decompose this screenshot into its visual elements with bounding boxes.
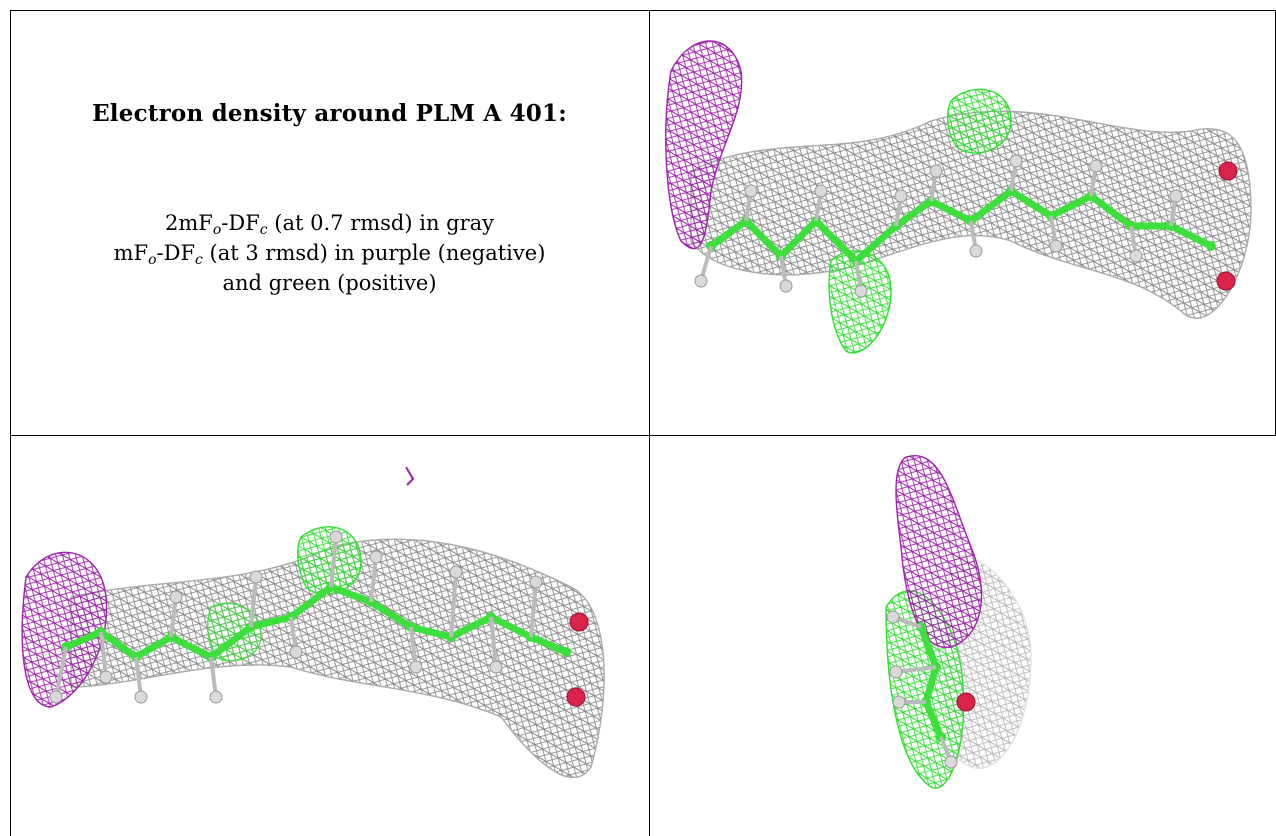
- hydrogen-atom: [694, 274, 708, 288]
- table-border-left: [10, 10, 11, 836]
- negative-mesh: [21, 551, 108, 708]
- hydrogen-atom: [929, 164, 943, 178]
- hydrogen-atom: [169, 590, 183, 604]
- oxygen-atom: [1218, 161, 1238, 181]
- legend-2fofc: 2mFo-DFc (at 0.7 rmsd) in gray: [164, 211, 495, 238]
- oxygen-atom: [566, 687, 586, 707]
- caption-cell: Electron density around PLM A 401: 2mFo-…: [10, 10, 649, 434]
- hydrogen-atom: [892, 695, 906, 709]
- h-bond: [409, 626, 418, 668]
- density-view-bottom-right: [651, 437, 1276, 835]
- oxygen-atom: [1216, 271, 1236, 291]
- carbon-atom: [1206, 241, 1216, 251]
- hydrogen-atom: [289, 645, 303, 659]
- hydrogen-atom: [409, 660, 423, 674]
- negative-mesh: [895, 455, 983, 648]
- h-bond: [169, 596, 178, 638]
- hydrogen-atom: [1129, 249, 1143, 263]
- hydrogen-atom: [1089, 159, 1103, 173]
- hydrogen-atom: [134, 690, 148, 704]
- h-bond: [489, 616, 498, 668]
- positive-mesh: [828, 250, 892, 354]
- density-image-3: [885, 455, 1032, 789]
- h-bond: [54, 646, 68, 698]
- table-border-center: [649, 10, 650, 836]
- carbon-chain: [62, 583, 570, 661]
- hydrogen-atom: [854, 284, 868, 298]
- hydrogen-atom: [99, 670, 113, 684]
- density-view-bottom-left: [11, 437, 648, 835]
- negative-mesh: [665, 40, 743, 250]
- carbon-chain: [707, 187, 1215, 265]
- hydrogen-atom: [894, 189, 908, 203]
- carbon-atom: [561, 647, 571, 657]
- negative-fragment: [405, 466, 415, 486]
- hydrogen-atom: [886, 610, 900, 624]
- h-bond: [209, 656, 218, 698]
- h-bond: [529, 581, 538, 638]
- hydrogen-atom: [969, 244, 983, 258]
- hydrogen-atom: [329, 530, 343, 544]
- figure-title: Electron density around PLM A 401:: [92, 100, 567, 127]
- oxygen-atom: [956, 692, 976, 712]
- h-bond: [99, 631, 108, 678]
- density-image-2: [21, 466, 605, 779]
- oxygen-atom: [569, 612, 589, 632]
- hydrogen-atom: [944, 755, 958, 769]
- hydrogen-atom: [744, 184, 758, 198]
- h-bond: [329, 536, 338, 588]
- hydrogen-atom: [209, 690, 223, 704]
- h-bond: [895, 665, 937, 674]
- h-bond: [369, 556, 378, 603]
- legend-fofc: mFo-DFc (at 3 rmsd) in purple (negative): [113, 241, 546, 268]
- positive-mesh: [297, 526, 362, 595]
- h-bond: [134, 656, 143, 698]
- table-border-top: [10, 10, 1276, 11]
- hydrogen-atom: [1009, 154, 1023, 168]
- figure-table: Electron density around PLM A 401: 2mFo-…: [10, 10, 1276, 836]
- positive-mesh: [947, 88, 1012, 154]
- hydrogen-atom: [49, 690, 63, 704]
- hydrogen-atom: [529, 575, 543, 589]
- hydrogen-atom: [449, 565, 463, 579]
- h-bond: [449, 571, 458, 638]
- table-border-middle: [10, 435, 1276, 436]
- density-image-1: [665, 40, 1252, 354]
- h-bond: [249, 576, 258, 628]
- hydrogen-atom: [489, 660, 503, 674]
- hydrogen-atom: [1049, 239, 1063, 253]
- hydrogen-atom: [779, 279, 793, 293]
- hydrogen-atom: [249, 570, 263, 584]
- hydrogen-atom: [1169, 189, 1183, 203]
- carbon-chain: [917, 623, 945, 741]
- hydrogen-atom: [814, 184, 828, 198]
- hydrogen-atom: [889, 665, 903, 679]
- legend-positive: and green (positive): [222, 271, 437, 295]
- density-view-top-right: [651, 11, 1274, 434]
- hydrogen-atom: [369, 550, 383, 564]
